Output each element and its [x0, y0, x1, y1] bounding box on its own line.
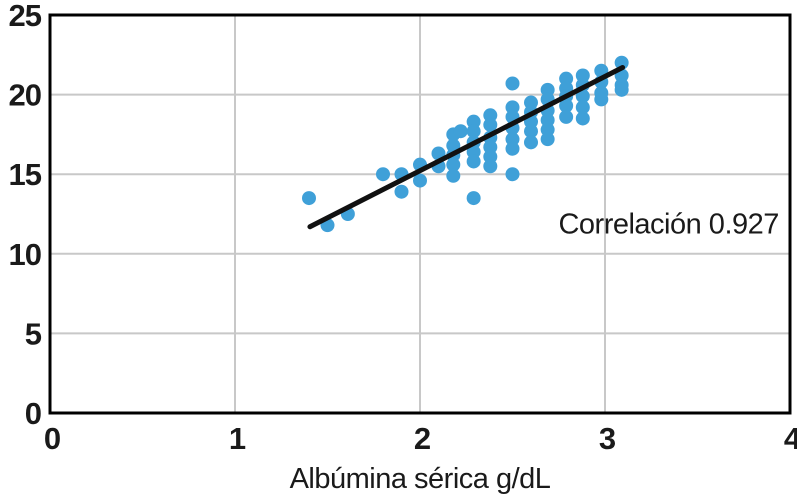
data-point [614, 82, 629, 97]
data-point [575, 89, 590, 104]
data-point [394, 184, 409, 199]
trend-line [307, 65, 626, 230]
y-tick-label: 10 [9, 237, 41, 272]
data-point [446, 157, 461, 172]
data-point [524, 124, 538, 139]
data-point [483, 117, 498, 132]
data-point [575, 111, 590, 126]
y-tick-label: 5 [25, 316, 42, 351]
data-point [376, 167, 390, 182]
data-point [413, 173, 427, 188]
x-axis-title: Albúmina sérica g/dL [290, 463, 551, 495]
data-point [466, 154, 481, 169]
data-point [505, 167, 520, 182]
x-tick-label: 4 [784, 421, 797, 456]
y-tick-label: 20 [9, 78, 41, 113]
correlation-annotation: Correlación 0.927 [558, 209, 778, 241]
x-tick-label: 2 [414, 421, 430, 456]
x-tick-label: 1 [229, 421, 246, 456]
data-point [594, 92, 609, 107]
data-point [524, 135, 538, 150]
data-point [614, 55, 629, 70]
data-point [483, 159, 498, 174]
y-tick-label: 25 [9, 0, 42, 33]
data-point [453, 124, 468, 139]
y-tick-label: 15 [9, 157, 42, 192]
data-point [540, 132, 555, 147]
data-point [446, 168, 461, 183]
data-point [466, 124, 481, 139]
x-tick-label: 0 [44, 421, 60, 456]
data-point [575, 100, 590, 115]
data-point [505, 141, 520, 156]
data-point [559, 98, 574, 113]
x-tick-label: 3 [599, 421, 616, 456]
data-point [505, 76, 520, 91]
data-point [559, 109, 574, 124]
data-point [302, 191, 316, 206]
data-point [466, 191, 481, 206]
y-tick-label: 0 [25, 396, 41, 431]
plot-border [48, 13, 792, 415]
